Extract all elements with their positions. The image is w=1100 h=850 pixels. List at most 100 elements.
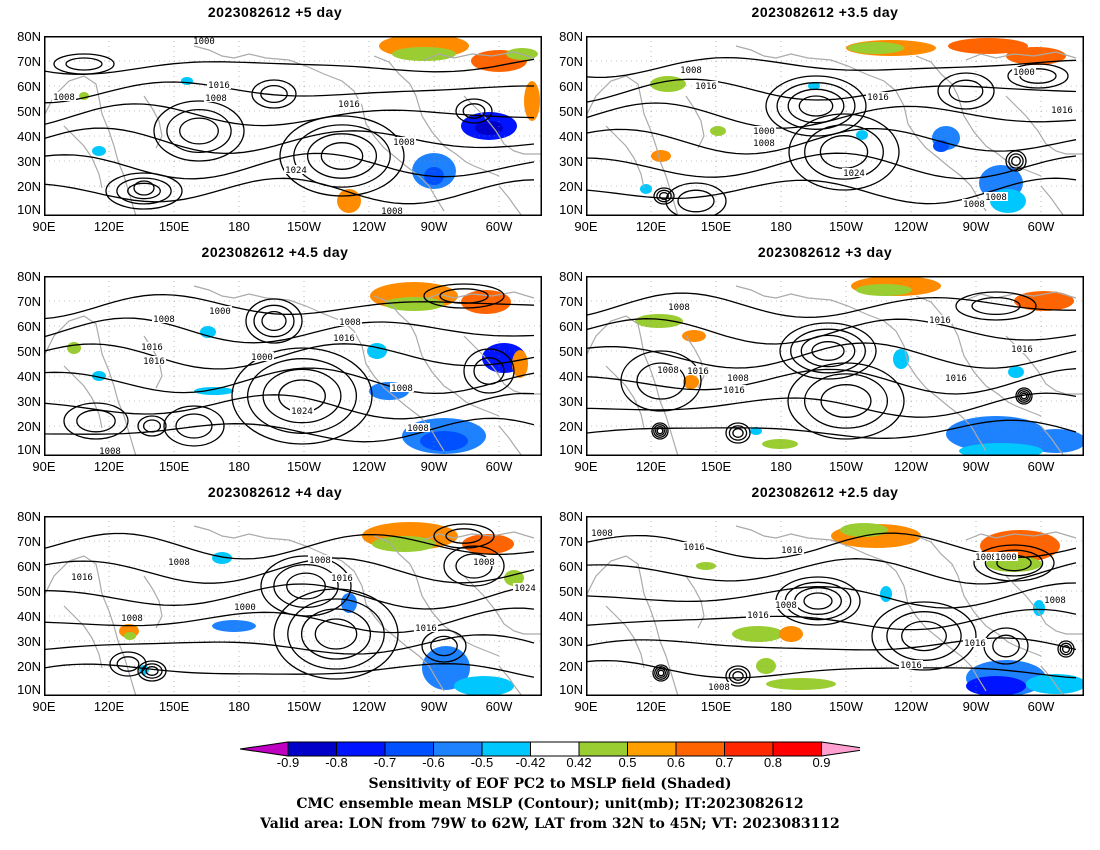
coastline [965,51,1077,61]
isobar-closed [53,53,115,75]
isobar-closed [732,428,744,438]
coastline [423,51,535,61]
lat-label: 70N [559,54,583,69]
isobar-closed [811,341,845,361]
lon-label: 90W [962,219,990,234]
isobar-closed [320,142,364,170]
isobar-closed [901,620,947,652]
isobar-closed [273,588,399,680]
map-frame: 1008 1000 1016 1016 1000 1008 1016 1024 1008 1008… [17,270,542,474]
isobar-closed [656,427,664,435]
lon-label: 90E [32,219,56,234]
lat-label: 40N [559,609,583,624]
coastline [463,575,542,635]
lat-label: 10N [17,682,41,697]
lon-label: 90W [420,219,448,234]
colorbar-tick-label: 0.6 [666,755,686,770]
lon-label: 180 [770,699,792,714]
isobar-closed [1005,150,1027,172]
colorbar-arrow-right [821,741,860,757]
isobar-closed [728,425,748,441]
map-panel-day4-5: 2023082612 +4.5 day 1008 1000 1016 1016 1000… [0,240,550,480]
contour-label: 1008 [591,529,613,539]
lat-label: 30N [559,154,583,169]
coastline [498,425,523,456]
isobar-closed [455,98,493,124]
isobar-closed [1018,390,1030,402]
isobar-closed [260,555,352,617]
isobar-closed [116,177,172,205]
isobar-closed [728,668,748,684]
isobar-closed [260,84,288,104]
map-panel-day3-5: 2023082612 +3.5 day 1008 1016 1000 1008 1016… [550,0,1100,240]
colorbar-segment [433,741,483,757]
isobar-closed [166,108,232,154]
lon-label: 90E [32,699,56,714]
sensitivity-shading [710,126,726,136]
isobar-closed [439,288,489,304]
sensitivity-shading [212,620,256,632]
lon-label: 90E [574,459,598,474]
colorbar-tick-label: -0.6 [422,755,445,770]
isobar-contour [44,532,535,560]
contour-label: 1024 [285,166,307,176]
lon-label: 120E [93,699,125,714]
isobar-contour [44,343,535,370]
coastline [463,95,542,155]
isobar-closed [279,115,405,197]
contour-label: 1024 [843,169,865,179]
isobar-closed [787,88,845,124]
isobar-closed [245,298,303,344]
contour-label: 1000 [1013,68,1035,78]
coastline [1040,665,1065,696]
coastline [1040,185,1065,216]
map-frame: 1008 1016 1016 1008 1016 1008 1016 1000 1008 1016… [559,510,1084,714]
sensitivity-shading [856,130,868,140]
isobar-closed [636,362,686,400]
isobar-closed [971,296,1021,316]
isobar-contour [44,367,535,395]
lon-label: 120E [635,699,667,714]
lon-label: 180 [228,699,250,714]
contour-label: 1016 [141,343,163,353]
contour-label: 1000 [234,603,256,613]
coastline [373,295,500,417]
contour-label: 1000 [209,307,231,317]
lon-label: 150W [829,699,863,714]
isobar-closed [300,608,372,660]
caption-line-1: Sensitivity of EOF PC2 to MSLP field (Sh… [368,776,732,792]
lat-label: 50N [17,104,41,119]
lon-label: 120W [894,459,928,474]
lat-label: 60N [559,559,583,574]
map-panel-day5: 2023082612 +5 day 1000 1008 1016 1008 1016 10… [0,0,550,240]
lon-label: 180 [770,219,792,234]
colorbar-tick-label: 0.7 [715,755,734,770]
contour-label: 1016 [695,82,717,92]
sensitivity-shading [959,443,1043,456]
contour-label: 1016 [415,624,437,634]
contour-label: 1008 [205,94,227,104]
lon-label: 90W [962,459,990,474]
lat-label: 50N [17,584,41,599]
sensitivity-shading [635,314,683,328]
sensitivity-shading [948,38,1028,54]
coastline [735,45,987,212]
isobar-closed [65,57,103,71]
isobar-contour [44,152,535,180]
sensitivity-shading [651,150,671,162]
isobar-contour [44,583,535,610]
isobar-closed [251,79,297,109]
lon-label: 150W [287,219,321,234]
isobar-closed [253,304,295,338]
sensitivity-shading [392,47,456,61]
isobar-contour [44,103,535,127]
contour-label: 1016 [723,386,745,396]
colorbar-segment [578,741,628,757]
sensitivity-shading [341,593,357,613]
lon-label: 60W [1027,459,1055,474]
isobar-closed [654,425,666,437]
isobar-closed [654,666,668,680]
lon-label: 60W [485,219,513,234]
isobar-contour [586,392,1077,418]
lon-label: 150E [158,219,190,234]
